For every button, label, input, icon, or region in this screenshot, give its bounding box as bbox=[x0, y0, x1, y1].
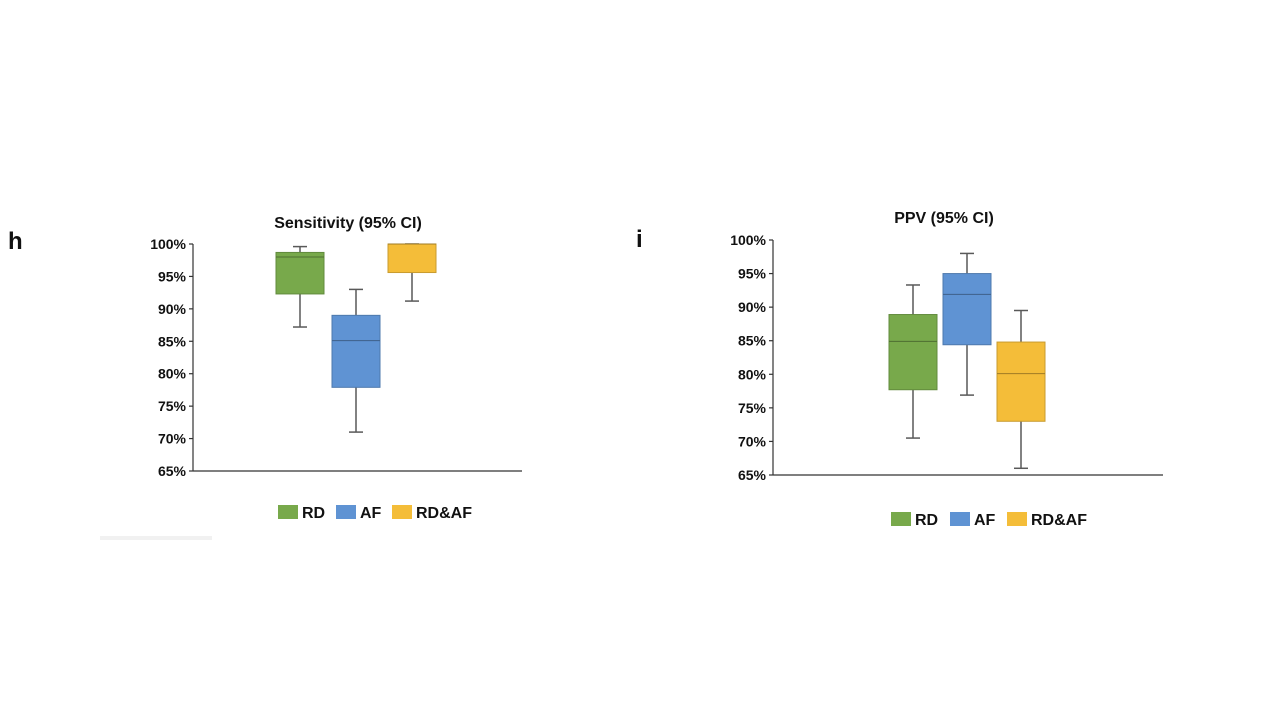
panel-label-i: i bbox=[636, 226, 643, 253]
chart-title: Sensitivity (95% CI) bbox=[274, 215, 422, 232]
legend-swatch bbox=[1007, 512, 1027, 526]
y-tick-label: 80% bbox=[738, 366, 767, 382]
iqr-box bbox=[888, 314, 938, 391]
panel-label-h: h bbox=[8, 228, 23, 255]
y-tick-label: 90% bbox=[158, 301, 187, 317]
chart-title: PPV (95% CI) bbox=[894, 210, 994, 227]
box-rd-af bbox=[996, 309, 1046, 470]
y-tick-label: 85% bbox=[158, 333, 187, 349]
sensitivity-chart: Sensitivity (95% CI) 65% 70% 75% 80% 85% 90% 95… bbox=[150, 215, 522, 522]
box-rd bbox=[275, 245, 325, 328]
y-tick-label: 70% bbox=[738, 433, 767, 449]
iqr-box bbox=[331, 314, 381, 388]
y-tick-label: 75% bbox=[738, 400, 767, 416]
y-tick-label: 65% bbox=[738, 467, 767, 483]
legend-label: RD&AF bbox=[1031, 512, 1087, 529]
iqr-box bbox=[387, 243, 437, 274]
y-tick-label: 70% bbox=[158, 431, 187, 447]
legend-label: AF bbox=[360, 505, 382, 522]
iqr-box bbox=[275, 251, 325, 295]
y-tick-label: 80% bbox=[158, 366, 187, 382]
y-tick-label: 75% bbox=[158, 398, 187, 414]
y-tick-label: 90% bbox=[738, 299, 767, 315]
box-rd bbox=[888, 284, 938, 439]
box-rd-af bbox=[387, 243, 437, 302]
legend-label: RD bbox=[915, 512, 938, 529]
y-tick-label: 95% bbox=[158, 268, 187, 284]
legend-label: AF bbox=[974, 512, 996, 529]
box-af bbox=[942, 252, 992, 396]
legend-swatch bbox=[336, 505, 356, 519]
iqr-box bbox=[942, 273, 992, 346]
y-tick-label: 65% bbox=[158, 463, 187, 479]
iqr-box bbox=[996, 341, 1046, 422]
y-tick-label: 100% bbox=[730, 232, 766, 248]
legend-label: RD&AF bbox=[416, 505, 472, 522]
legend-swatch bbox=[278, 505, 298, 519]
box-af bbox=[331, 288, 381, 433]
legend-swatch bbox=[950, 512, 970, 526]
y-tick-label: 85% bbox=[738, 333, 767, 349]
legend-swatch bbox=[392, 505, 412, 519]
y-tick-label: 95% bbox=[738, 266, 767, 282]
faint-artifact bbox=[100, 536, 212, 540]
y-tick-label: 100% bbox=[150, 236, 186, 252]
legend-label: RD bbox=[302, 505, 325, 522]
legend-swatch bbox=[891, 512, 911, 526]
